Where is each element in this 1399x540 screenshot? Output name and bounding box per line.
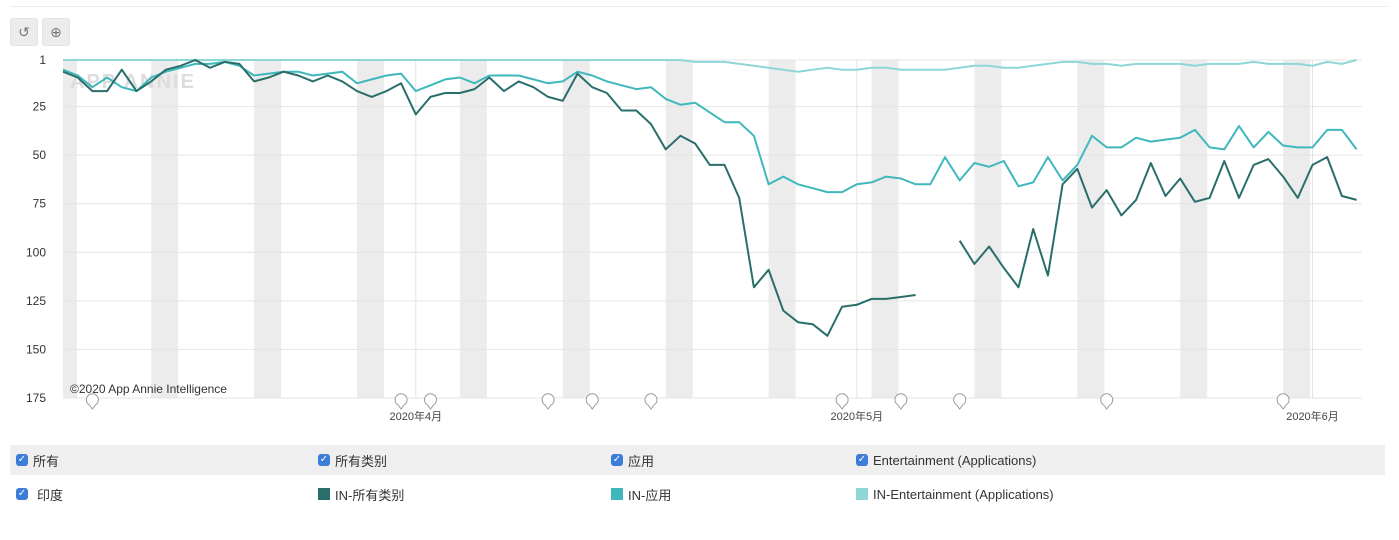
legend-label: IN-Entertainment (Applications): [873, 486, 1054, 502]
weekend-band: [357, 60, 384, 398]
reset-zoom-button[interactable]: ↺: [10, 18, 38, 46]
event-marker-icon[interactable]: [644, 393, 658, 410]
event-marker-icon[interactable]: [894, 393, 908, 410]
y-tick-label: 125: [26, 294, 46, 308]
weekend-band: [1180, 60, 1208, 398]
rank-chart: APP ANNIE ©2020 App Annie Intelligence 1…: [26, 53, 1362, 423]
weekend-band: [665, 60, 693, 398]
legend-item-in-entertainment[interactable]: IN-Entertainment (Applications): [856, 487, 1054, 502]
checkbox-checked-icon[interactable]: ✓: [16, 488, 28, 500]
series-line-IN-应用: [62, 60, 1358, 194]
weekend-band: [63, 60, 77, 398]
weekend-band: [254, 60, 282, 398]
y-tick-label: 150: [26, 342, 46, 356]
y-tick-label: 1: [39, 53, 46, 67]
series-swatch: [611, 488, 623, 500]
x-tick-label: 2020年6月: [1286, 409, 1339, 423]
y-tick-label: 50: [33, 148, 47, 162]
checkbox-checked-icon[interactable]: ✓: [856, 454, 868, 466]
series-line-IN-Entertainment (Applications): [63, 59, 1357, 73]
zoom-icon: ⊕: [50, 23, 62, 40]
weekend-band: [871, 60, 899, 398]
weekend-band: [974, 60, 1002, 398]
legend-series-row: ✓ 印度 IN-所有类别 IN-应用 IN-Entertainment (Appl…: [10, 479, 1385, 509]
event-marker-icon[interactable]: [953, 393, 967, 410]
country-label: 印度: [37, 487, 64, 503]
checkbox-checked-icon[interactable]: ✓: [611, 454, 623, 466]
checkbox-checked-icon[interactable]: ✓: [16, 454, 28, 466]
filter-apps[interactable]: ✓ 应用: [611, 451, 654, 470]
event-marker-icon[interactable]: [424, 393, 437, 410]
watermark: APP ANNIE: [70, 71, 196, 93]
y-tick-label: 100: [26, 245, 46, 259]
event-marker-icon[interactable]: [1100, 393, 1114, 410]
copyright-text: ©2020 App Annie Intelligence: [70, 382, 227, 396]
filter-country-india[interactable]: ✓ 印度: [16, 485, 63, 504]
series-swatch: [318, 488, 330, 500]
y-tick-label: 75: [33, 197, 47, 211]
reset-icon: ↺: [18, 23, 30, 40]
filter-label: Entertainment (Applications): [873, 452, 1037, 468]
weekend-band: [459, 60, 487, 398]
series-line-IN-所有类别: [62, 59, 1357, 337]
filter-label: 所有类别: [335, 453, 388, 469]
x-tick-label: 2020年5月: [831, 409, 884, 423]
y-tick-label: 25: [33, 100, 47, 114]
event-marker-icon[interactable]: [85, 393, 99, 410]
legend-item-in-all-categories[interactable]: IN-所有类别: [318, 485, 404, 504]
weekend-band: [151, 60, 179, 398]
checkbox-checked-icon[interactable]: ✓: [318, 454, 330, 466]
weekend-band: [1077, 60, 1105, 398]
zoom-button[interactable]: ⊕: [42, 18, 70, 46]
event-marker-icon[interactable]: [394, 393, 408, 410]
weekend-band: [768, 60, 796, 398]
event-marker-icon[interactable]: [1276, 393, 1290, 410]
event-marker-icon[interactable]: [585, 393, 599, 410]
filter-label: 应用: [628, 453, 655, 469]
event-marker-icon[interactable]: [541, 393, 555, 410]
filter-label: 所有: [33, 453, 60, 469]
y-tick-label: 175: [26, 391, 46, 405]
weekend-band: [1283, 60, 1311, 398]
filter-entertainment[interactable]: ✓ Entertainment (Applications): [856, 453, 1036, 468]
legend-label: IN-所有类别: [335, 487, 405, 503]
legend-item-in-apps[interactable]: IN-应用: [611, 485, 671, 504]
filter-all[interactable]: ✓ 所有: [16, 451, 59, 470]
weekend-band: [562, 60, 590, 398]
top-divider: [10, 6, 1389, 7]
legend-filter-row: ✓ 所有 ✓ 所有类别 ✓ 应用 ✓ Entertainment (Applicatio…: [10, 445, 1385, 475]
x-tick-label: 2020年4月: [390, 409, 443, 423]
series-swatch: [856, 488, 868, 500]
legend-label: IN-应用: [628, 487, 672, 503]
filter-all-categories[interactable]: ✓ 所有类别: [318, 451, 387, 470]
event-marker-icon[interactable]: [835, 393, 849, 410]
